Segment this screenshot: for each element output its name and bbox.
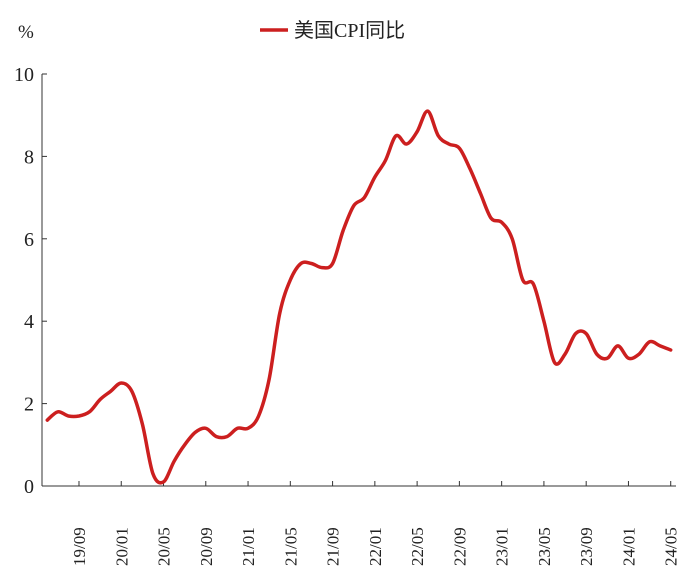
data-point — [417, 131, 418, 132]
x-tick-label: 24/01 — [619, 527, 638, 566]
data-point — [216, 436, 217, 437]
x-axis-ticks: 19/09 20/01 20/05 20/09 21/01 21/05 21/09 22/01… — [70, 481, 681, 566]
data-point — [353, 205, 354, 206]
y-axis-ticks: 0 2 4 6 8 10 — [14, 64, 47, 498]
data-point — [195, 432, 196, 433]
data-point — [290, 279, 291, 280]
plot-area — [45, 109, 673, 485]
x-tick-label: 21/05 — [281, 527, 300, 566]
data-point — [438, 135, 439, 136]
data-point — [364, 197, 365, 198]
data-point — [522, 279, 523, 280]
data-point — [543, 321, 544, 322]
data-point — [110, 391, 111, 392]
x-tick-label: 21/01 — [239, 527, 258, 566]
data-point — [649, 341, 650, 342]
data-point — [554, 362, 555, 363]
data-point — [89, 411, 90, 412]
y-tick-label: 2 — [24, 394, 34, 416]
x-tick-label: 23/01 — [493, 527, 512, 566]
data-point — [385, 160, 386, 161]
data-point — [459, 148, 460, 149]
data-point — [152, 473, 153, 474]
axes — [41, 74, 676, 487]
x-tick-label: 20/09 — [197, 527, 216, 566]
data-point — [660, 345, 661, 346]
data-point — [237, 428, 238, 429]
data-point — [311, 263, 312, 264]
data-point — [57, 411, 58, 412]
x-tick-label: 23/05 — [535, 527, 554, 566]
data-point — [533, 284, 534, 285]
y-tick-label: 10 — [14, 64, 34, 86]
data-point — [269, 378, 270, 379]
data-point — [258, 415, 259, 416]
data-point — [628, 358, 629, 359]
data-point — [78, 415, 79, 416]
data-point — [448, 143, 449, 144]
data-point — [480, 193, 481, 194]
data-point — [564, 354, 565, 355]
data-point — [617, 345, 618, 346]
data-point — [469, 168, 470, 169]
data-point — [670, 349, 671, 350]
x-tick-label: 20/01 — [112, 527, 131, 566]
data-point — [300, 263, 301, 264]
data-point — [343, 230, 344, 231]
x-tick-label: 22/05 — [408, 527, 427, 566]
y-tick-label: 0 — [24, 476, 34, 498]
data-point — [427, 111, 428, 112]
x-tick-label: 22/09 — [450, 527, 469, 566]
data-point — [142, 424, 143, 425]
y-tick-label: 8 — [24, 146, 34, 168]
data-point — [638, 354, 639, 355]
data-point — [374, 176, 375, 177]
x-tick-label: 22/01 — [366, 527, 385, 566]
y-tick-label: 4 — [24, 311, 34, 333]
data-point — [607, 358, 608, 359]
x-tick-label: 21/09 — [324, 527, 343, 566]
series-line-0 — [45, 109, 673, 485]
data-point — [332, 263, 333, 264]
x-tick-label: 23/09 — [577, 527, 596, 566]
legend: 美国CPI同比 — [260, 19, 405, 42]
y-tick-label: 6 — [24, 229, 34, 251]
data-point — [174, 461, 175, 462]
data-point — [395, 135, 396, 136]
data-point — [501, 222, 502, 223]
data-point — [121, 382, 122, 383]
data-point — [131, 391, 132, 392]
data-point — [491, 218, 492, 219]
x-tick-label: 24/05 — [662, 527, 681, 566]
x-tick-label: 19/09 — [70, 527, 89, 566]
data-point — [512, 238, 513, 239]
data-point — [248, 428, 249, 429]
data-point — [205, 428, 206, 429]
data-point — [184, 444, 185, 445]
data-point — [47, 420, 48, 421]
y-unit-label: % — [18, 22, 34, 43]
data-point — [226, 436, 227, 437]
data-point — [279, 312, 280, 313]
data-point — [575, 333, 576, 334]
data-point — [321, 267, 322, 268]
data-point — [596, 354, 597, 355]
data-point — [586, 333, 587, 334]
legend-label: 美国CPI同比 — [294, 19, 405, 42]
data-point — [406, 143, 407, 144]
data-point — [100, 399, 101, 400]
data-point — [163, 481, 164, 482]
x-tick-label: 20/05 — [155, 527, 174, 566]
data-point — [68, 415, 69, 416]
